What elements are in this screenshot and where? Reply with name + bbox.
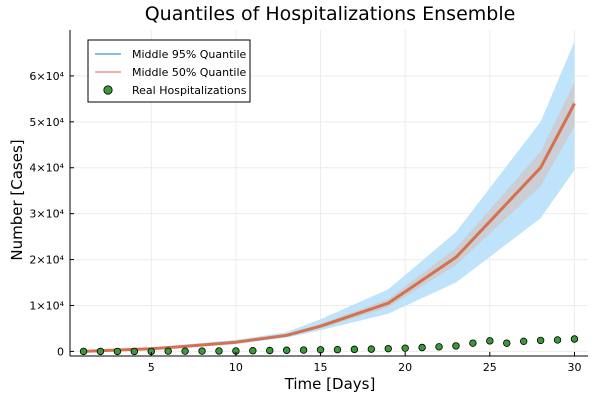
y-tick-label: 3×10⁴ [29, 208, 64, 221]
data-point [198, 347, 206, 355]
band-50-area [83, 82, 575, 352]
x-tick-label: 10 [229, 361, 243, 374]
x-tick-label: 20 [398, 361, 412, 374]
y-tick-label: 0 [57, 345, 64, 358]
chart-title: Quantiles of Hospitalizations Ensemble [145, 3, 516, 25]
data-point [96, 347, 105, 356]
data-point [333, 345, 342, 354]
data-point [503, 339, 511, 347]
legend-label: Middle 50% Quantile [132, 66, 247, 79]
data-point [452, 342, 460, 350]
band-50 [83, 82, 575, 352]
data-point [418, 343, 426, 352]
x-tick-label: 30 [567, 361, 581, 374]
data-point [536, 336, 545, 345]
x-tick-label: 25 [483, 361, 497, 374]
axes [69, 30, 588, 357]
legend-label: Middle 95% Quantile [132, 48, 247, 61]
median-line-path [83, 102, 576, 353]
data-point [570, 335, 579, 343]
y-axis-title: Number [Cases] [8, 139, 26, 260]
median-line [83, 102, 576, 353]
real-hospitalizations-points [79, 335, 579, 356]
legend-swatch-marker [103, 85, 113, 95]
data-point [130, 347, 139, 356]
data-point [181, 347, 189, 355]
data-point [215, 347, 223, 355]
data-point [299, 346, 308, 354]
data-point [519, 337, 528, 346]
data-point [401, 344, 409, 352]
data-point [113, 347, 122, 356]
data-point [367, 345, 376, 353]
data-point [266, 346, 274, 355]
x-tick-label: 15 [314, 361, 328, 374]
y-tick-label: 5×10⁴ [29, 116, 64, 129]
data-point [79, 347, 88, 356]
legend-label: Real Hospitalizations [132, 84, 247, 97]
y-tick-label: 2×10⁴ [29, 254, 64, 267]
x-axis-title: Time [Days] [284, 375, 376, 393]
band-95 [83, 41, 575, 352]
legend: Middle 95% Quantile Middle 50% Quantile Re… [87, 39, 251, 103]
tick-labels: 5 10 15 20 25 30 0 1×10⁴ 2×10⁴ 3×10⁴ 4×10⁴ 5×10⁴ 6×1… [29, 70, 581, 374]
y-tick-label: 6×10⁴ [29, 70, 64, 83]
data-point [435, 343, 443, 351]
data-point [164, 347, 172, 355]
data-point [486, 337, 494, 345]
data-point [249, 347, 257, 355]
data-point [350, 345, 359, 354]
data-point [282, 346, 291, 354]
data-point [384, 344, 392, 353]
band-95-area [83, 41, 575, 352]
data-point [553, 336, 562, 344]
y-tick-label: 4×10⁴ [29, 162, 64, 175]
data-point [469, 339, 477, 347]
x-tick-label: 5 [148, 361, 155, 374]
legend-box [87, 39, 251, 103]
y-tick-label: 1×10⁴ [29, 299, 64, 312]
